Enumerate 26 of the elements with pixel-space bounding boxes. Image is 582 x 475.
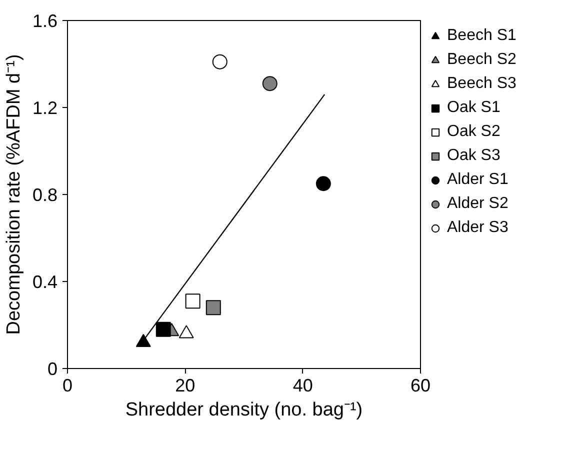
legend-label: Beech S2 <box>447 51 516 69</box>
legend-label: Beech S1 <box>447 27 516 45</box>
x-tick-label: 40 <box>292 376 313 396</box>
y-tick-label: 1.6 <box>32 11 58 31</box>
x-tick-label: 0 <box>62 376 73 396</box>
legend-label: Alder S1 <box>447 171 508 189</box>
point <box>185 294 200 309</box>
y-tick-label: 1.2 <box>32 98 58 118</box>
y-axis-title: Decomposition rate (%AFDM d⁻¹) <box>3 54 24 335</box>
x-axis-title: Shredder density (no. bag⁻¹) <box>125 400 363 420</box>
x-tick-label: 60 <box>410 376 431 396</box>
y-tick-label: 0.8 <box>32 185 58 205</box>
legend-label: Oak S3 <box>447 147 500 165</box>
x-tick-label: 20 <box>175 376 196 396</box>
point <box>156 322 171 337</box>
legend-label: Oak S2 <box>447 123 500 141</box>
legend-label: Oak S1 <box>447 99 500 117</box>
point <box>316 176 331 192</box>
y-tick-label: 0 <box>47 359 58 379</box>
legend-label: Beech S3 <box>447 75 516 93</box>
point <box>206 300 221 316</box>
legend-label: Alder S2 <box>447 195 508 213</box>
legend-label: Alder S3 <box>447 219 508 237</box>
y-tick-label: 0.4 <box>32 272 58 292</box>
point <box>212 54 228 70</box>
point <box>262 76 278 92</box>
